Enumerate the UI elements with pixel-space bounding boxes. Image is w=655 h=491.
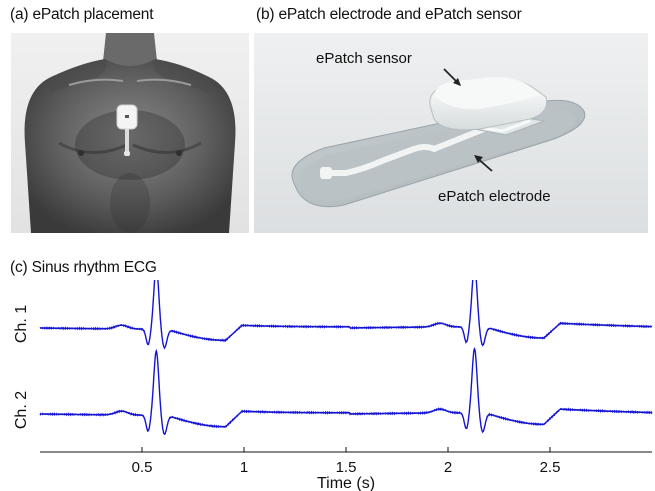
x-tick-label: 1 xyxy=(240,459,248,476)
epatch-device-render: ePatch sensor ePatch electrode xyxy=(254,33,648,233)
x-tick-label: 0.5 xyxy=(132,459,153,476)
channel-labels: Ch. 1 Ch. 2 xyxy=(13,305,30,429)
epatch-electrode-label: ePatch electrode xyxy=(438,188,551,205)
ecg-chart: Ch. 1 Ch. 2 0.5 1 1.5 2 2.5 Time (s) xyxy=(13,280,653,491)
x-tick-label: 2 xyxy=(444,459,452,476)
ecg-traces xyxy=(39,280,653,436)
ecg-trace-ch2 xyxy=(39,347,653,436)
channel-label-ch1: Ch. 1 xyxy=(13,305,30,343)
x-axis-title: Time (s) xyxy=(317,475,375,491)
epatch-sensor-label: ePatch sensor xyxy=(316,50,412,67)
panel-c-title: (c) Sinus rhythm ECG xyxy=(10,259,157,276)
panel-a-title: (a) ePatch placement xyxy=(10,6,154,23)
channel-label-ch2: Ch. 2 xyxy=(13,391,30,429)
x-ticks: 0.5 1 1.5 2 2.5 xyxy=(132,447,561,476)
x-tick-label: 2.5 xyxy=(540,459,561,476)
x-tick-label: 1.5 xyxy=(336,459,357,476)
panel-b-title: (b) ePatch electrode and ePatch sensor xyxy=(256,6,522,23)
ecg-trace-ch1 xyxy=(39,280,653,350)
epatch-placement-photo xyxy=(11,33,249,233)
